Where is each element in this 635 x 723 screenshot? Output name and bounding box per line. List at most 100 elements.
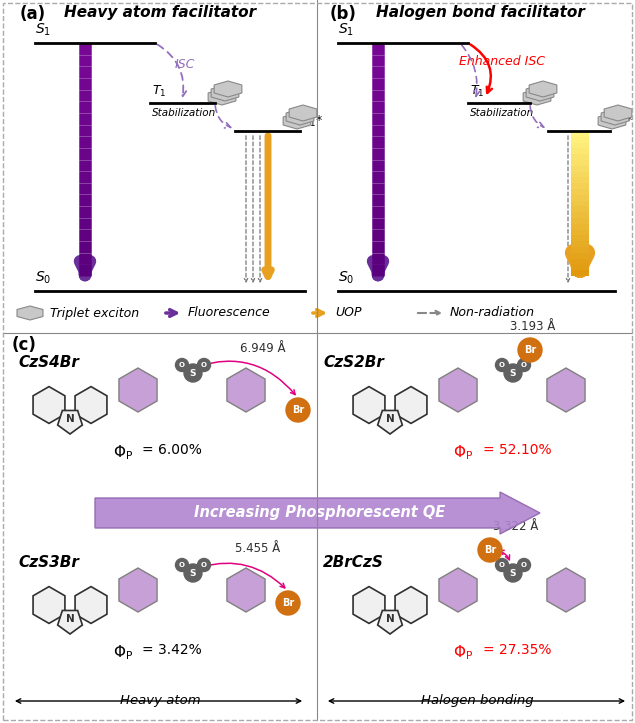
Polygon shape [214,81,242,97]
Text: Non-radiation: Non-radiation [450,307,535,320]
Text: CzS4Br: CzS4Br [18,355,79,370]
Text: Stabilization: Stabilization [470,108,534,118]
Polygon shape [598,113,626,129]
Text: Br: Br [524,345,536,355]
Circle shape [175,359,189,372]
Text: S: S [510,369,516,377]
Polygon shape [353,586,385,623]
Circle shape [184,564,202,582]
Polygon shape [378,610,403,634]
Polygon shape [208,89,236,105]
Polygon shape [17,306,43,320]
Polygon shape [526,85,554,101]
Text: Halogen bond facilitator: Halogen bond facilitator [375,5,584,20]
Text: $T_1$: $T_1$ [152,84,166,99]
Polygon shape [75,586,107,623]
Text: (b): (b) [330,5,357,23]
Text: Enhanced ISC: Enhanced ISC [459,55,545,68]
Polygon shape [547,368,585,412]
Text: 3.193 Å: 3.193 Å [511,320,556,333]
Text: N: N [385,615,394,625]
Polygon shape [119,568,157,612]
Polygon shape [119,368,157,412]
Polygon shape [227,368,265,412]
Text: CzS2Br: CzS2Br [323,355,384,370]
Polygon shape [33,586,65,623]
Text: UOP: UOP [335,307,361,320]
Circle shape [495,558,509,571]
Text: O: O [201,562,207,568]
Text: = 52.10%: = 52.10% [483,443,552,457]
Text: = 3.42%: = 3.42% [142,643,202,657]
Polygon shape [75,387,107,424]
Text: $S_0$: $S_0$ [35,270,51,286]
Polygon shape [395,387,427,424]
Text: $\Phi_{\rm P}$: $\Phi_{\rm P}$ [453,443,473,462]
Polygon shape [211,85,239,101]
Text: N: N [65,615,74,625]
Polygon shape [604,105,632,121]
Text: ISC: ISC [175,58,196,71]
Polygon shape [33,387,65,424]
Text: O: O [521,362,527,368]
Circle shape [175,558,189,571]
Text: 2BrCzS: 2BrCzS [323,555,384,570]
Polygon shape [227,568,265,612]
Text: Br: Br [292,405,304,415]
Text: (a): (a) [20,5,46,23]
Circle shape [197,558,210,571]
Polygon shape [601,109,629,125]
Text: 3.322 Å: 3.322 Å [493,520,538,533]
Circle shape [504,364,522,382]
Polygon shape [58,610,83,634]
Polygon shape [523,89,551,105]
Circle shape [286,398,310,422]
Circle shape [276,591,300,615]
Text: 6.949 Å: 6.949 Å [240,342,286,355]
Text: (c): (c) [12,336,37,354]
Polygon shape [378,411,403,434]
Text: Halogen bonding: Halogen bonding [420,694,533,707]
Circle shape [478,538,502,562]
Polygon shape [58,411,83,434]
Circle shape [518,558,530,571]
Text: O: O [179,562,185,568]
Text: O: O [521,562,527,568]
Text: O: O [179,362,185,368]
Text: $S_1$: $S_1$ [35,22,51,38]
Text: 5.455 Å: 5.455 Å [236,542,281,555]
Text: O: O [499,562,505,568]
Text: = 27.35%: = 27.35% [483,643,552,657]
Text: Br: Br [484,545,496,555]
Circle shape [518,359,530,372]
Text: Stabilization: Stabilization [152,108,217,118]
Text: N: N [65,414,74,424]
Text: CzS3Br: CzS3Br [18,555,79,570]
Text: O: O [499,362,505,368]
Polygon shape [547,568,585,612]
FancyArrow shape [95,492,540,534]
Polygon shape [286,109,314,125]
Text: S: S [190,369,196,377]
Circle shape [495,359,509,372]
Text: S: S [190,568,196,578]
Text: $\Phi_{\rm P}$: $\Phi_{\rm P}$ [453,643,473,662]
Text: Heavy atom facilitator: Heavy atom facilitator [64,5,256,20]
Polygon shape [395,586,427,623]
Text: $T_1$*: $T_1$* [612,114,634,129]
Text: Increasing Phosphorescent QE: Increasing Phosphorescent QE [194,505,446,520]
Text: N: N [385,414,394,424]
Polygon shape [439,568,477,612]
Circle shape [504,564,522,582]
Text: $T_1$*: $T_1$* [302,114,323,129]
Text: = 6.00%: = 6.00% [142,443,202,457]
Polygon shape [529,81,557,97]
Text: S: S [510,568,516,578]
Circle shape [197,359,210,372]
Text: $S_1$: $S_1$ [338,22,354,38]
Text: O: O [201,362,207,368]
Polygon shape [439,368,477,412]
Polygon shape [283,113,311,129]
Circle shape [518,338,542,362]
Circle shape [184,364,202,382]
